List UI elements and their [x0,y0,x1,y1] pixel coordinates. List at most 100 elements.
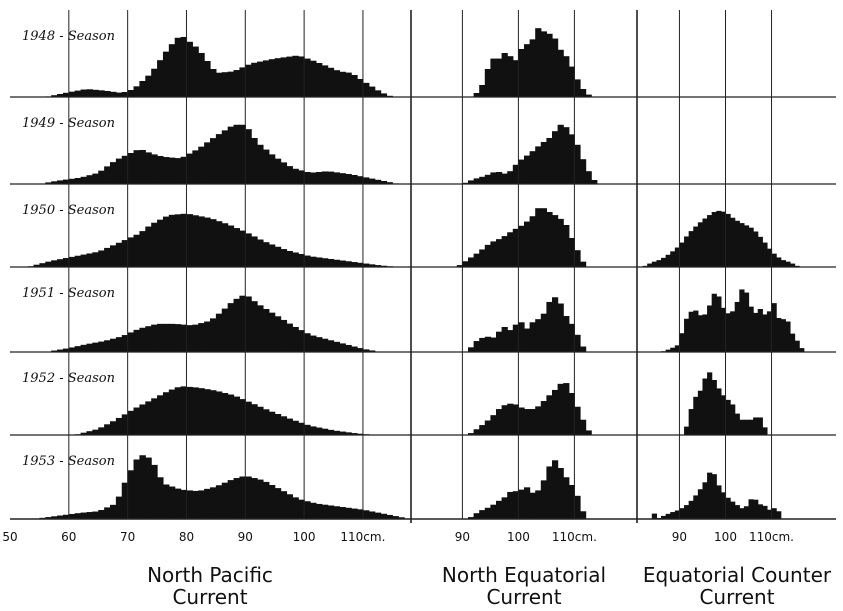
histogram-bar [739,289,745,352]
histogram-bar [473,178,480,184]
histogram-bar [529,39,536,97]
histogram-bar [490,241,497,267]
histogram-bar [345,174,352,185]
histogram-bar [192,387,199,435]
histogram-bar [647,263,653,267]
histogram-bar [180,213,188,267]
histogram-bar [362,177,370,184]
histogram-bar [321,504,329,519]
panel-2-row-1-histogram [473,28,592,98]
histogram-bar [357,176,364,184]
histogram-bar [145,457,152,519]
histogram-bar [286,418,293,435]
histogram-bar [80,254,88,267]
histogram-bar [268,59,276,97]
histogram-bar [743,292,750,352]
histogram-bar [374,512,382,519]
histogram-bar [210,138,217,184]
histogram-bar [568,66,575,97]
histogram-bar [535,28,542,98]
region-title-line: Current [699,585,774,609]
histogram-bar [552,460,559,519]
panel-1-row-4-histogram [45,295,382,353]
histogram-bar [679,242,685,267]
histogram-bar [33,264,41,267]
histogram-bar [392,516,399,519]
histogram-bar [333,430,341,435]
histogram-bar [127,470,135,519]
histogram-bar [121,92,129,97]
histogram-bar [151,464,158,519]
histogram-bar [507,171,514,184]
histogram-bar [479,425,486,435]
histogram-bar [518,225,525,267]
histogram-bar [115,158,123,184]
histogram-bar [280,57,288,97]
histogram-bar [345,344,352,352]
histogram-bar [529,322,536,352]
histogram-bar [298,422,305,435]
histogram-bar [368,511,376,519]
histogram-bar [245,64,252,97]
histogram-bar [540,401,547,435]
histogram-bar [473,429,480,435]
histogram-bar [210,68,217,97]
histogram-bar [86,253,93,267]
histogram-bar [552,297,559,352]
histogram-bar [574,144,581,184]
histogram-bar [524,221,531,267]
histogram-bar [490,504,497,519]
histogram-bar [351,346,358,352]
histogram-bar [110,421,117,435]
histogram-bar [321,258,329,267]
histogram-bar [251,478,258,519]
histogram-bar [286,56,293,97]
histogram-bar [151,68,158,97]
histogram-bar [57,259,64,267]
histogram-bar [670,251,676,267]
histogram-bar [512,164,519,184]
histogram-bar [757,417,763,435]
histogram-bar [496,171,503,184]
histogram-bar [524,155,531,184]
histogram-bar [327,340,335,352]
histogram-bar [251,404,258,435]
histogram-bar [198,52,205,97]
histogram-bar [711,474,717,519]
tick-label: 70 [120,530,135,544]
histogram-bar [748,306,754,352]
histogram-bar [524,44,531,97]
histogram-bar [133,407,141,435]
histogram-bar [86,512,93,519]
histogram-bar [524,409,531,435]
histogram-bar [110,91,117,97]
histogram-bar [274,488,282,519]
histogram-bar [86,343,93,352]
histogram-bar [57,180,64,184]
histogram-bar [215,391,223,435]
panels-layer [10,10,836,523]
histogram-bar [192,46,199,97]
histogram-bar [679,333,685,352]
histogram-bar [233,228,241,267]
histogram-bar [86,431,93,435]
histogram-bar [368,350,376,352]
histogram-bar [221,223,229,267]
histogram-bar [725,213,731,267]
histogram-bar [484,507,491,519]
histogram-bar [757,504,763,519]
histogram-bar [725,497,731,519]
histogram-bar [716,388,722,435]
histogram-bar [473,93,480,97]
histogram-bar [529,409,536,435]
histogram-bar [162,216,170,267]
histogram-bar [127,332,135,352]
histogram-bar [357,78,364,97]
histogram-bar [693,226,699,267]
histogram-bar [104,424,111,435]
histogram-bar [540,208,547,267]
histogram-bar [730,311,736,352]
histogram-bar [339,343,346,352]
histogram-bar [734,505,740,519]
